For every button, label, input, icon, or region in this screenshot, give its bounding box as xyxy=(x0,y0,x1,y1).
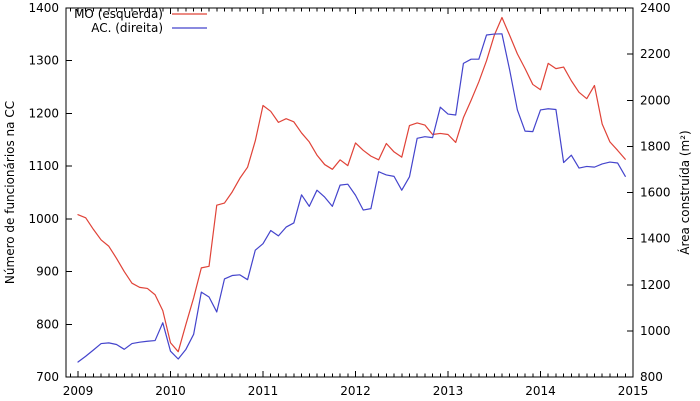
legend-label: MO (esquerda) xyxy=(74,7,163,21)
y-left-tick-label: 1000 xyxy=(28,212,59,226)
y-right-tick-label: 2000 xyxy=(640,93,671,107)
y-left-tick-label: 700 xyxy=(36,370,59,384)
y-left-tick-label: 1400 xyxy=(28,1,59,15)
y-left-tick-label: 1300 xyxy=(28,54,59,68)
x-tick-label: 2011 xyxy=(248,384,279,398)
x-tick-label: 2015 xyxy=(618,384,649,398)
y-right-tick-label: 2400 xyxy=(640,1,671,15)
y-right-tick-label: 1600 xyxy=(640,186,671,200)
y-right-tick-label: 1000 xyxy=(640,324,671,338)
y-right-tick-label: 1800 xyxy=(640,139,671,153)
x-tick-label: 2013 xyxy=(433,384,464,398)
series-line-mo xyxy=(77,16,626,353)
y-left-tick-label: 1200 xyxy=(28,106,59,120)
y-right-tick-label: 2200 xyxy=(640,47,671,61)
y-right-axis-label: Área construída (m²) xyxy=(677,130,692,254)
x-tick-label: 2012 xyxy=(340,384,371,398)
y-right-tick-label: 800 xyxy=(640,370,663,384)
x-tick-label: 2014 xyxy=(525,384,556,398)
y-right-tick-label: 1400 xyxy=(640,232,671,246)
series-line-ac xyxy=(77,33,626,363)
x-tick-label: 2010 xyxy=(155,384,186,398)
legend-label: AC. (direita) xyxy=(91,21,163,35)
x-tick-label: 2009 xyxy=(63,384,94,398)
y-left-tick-label: 900 xyxy=(36,265,59,279)
y-left-tick-label: 1100 xyxy=(28,159,59,173)
y-left-tick-label: 800 xyxy=(36,317,59,331)
y-right-tick-label: 1200 xyxy=(640,278,671,292)
y-left-axis-label: Número de funcionários na CC xyxy=(3,101,17,284)
